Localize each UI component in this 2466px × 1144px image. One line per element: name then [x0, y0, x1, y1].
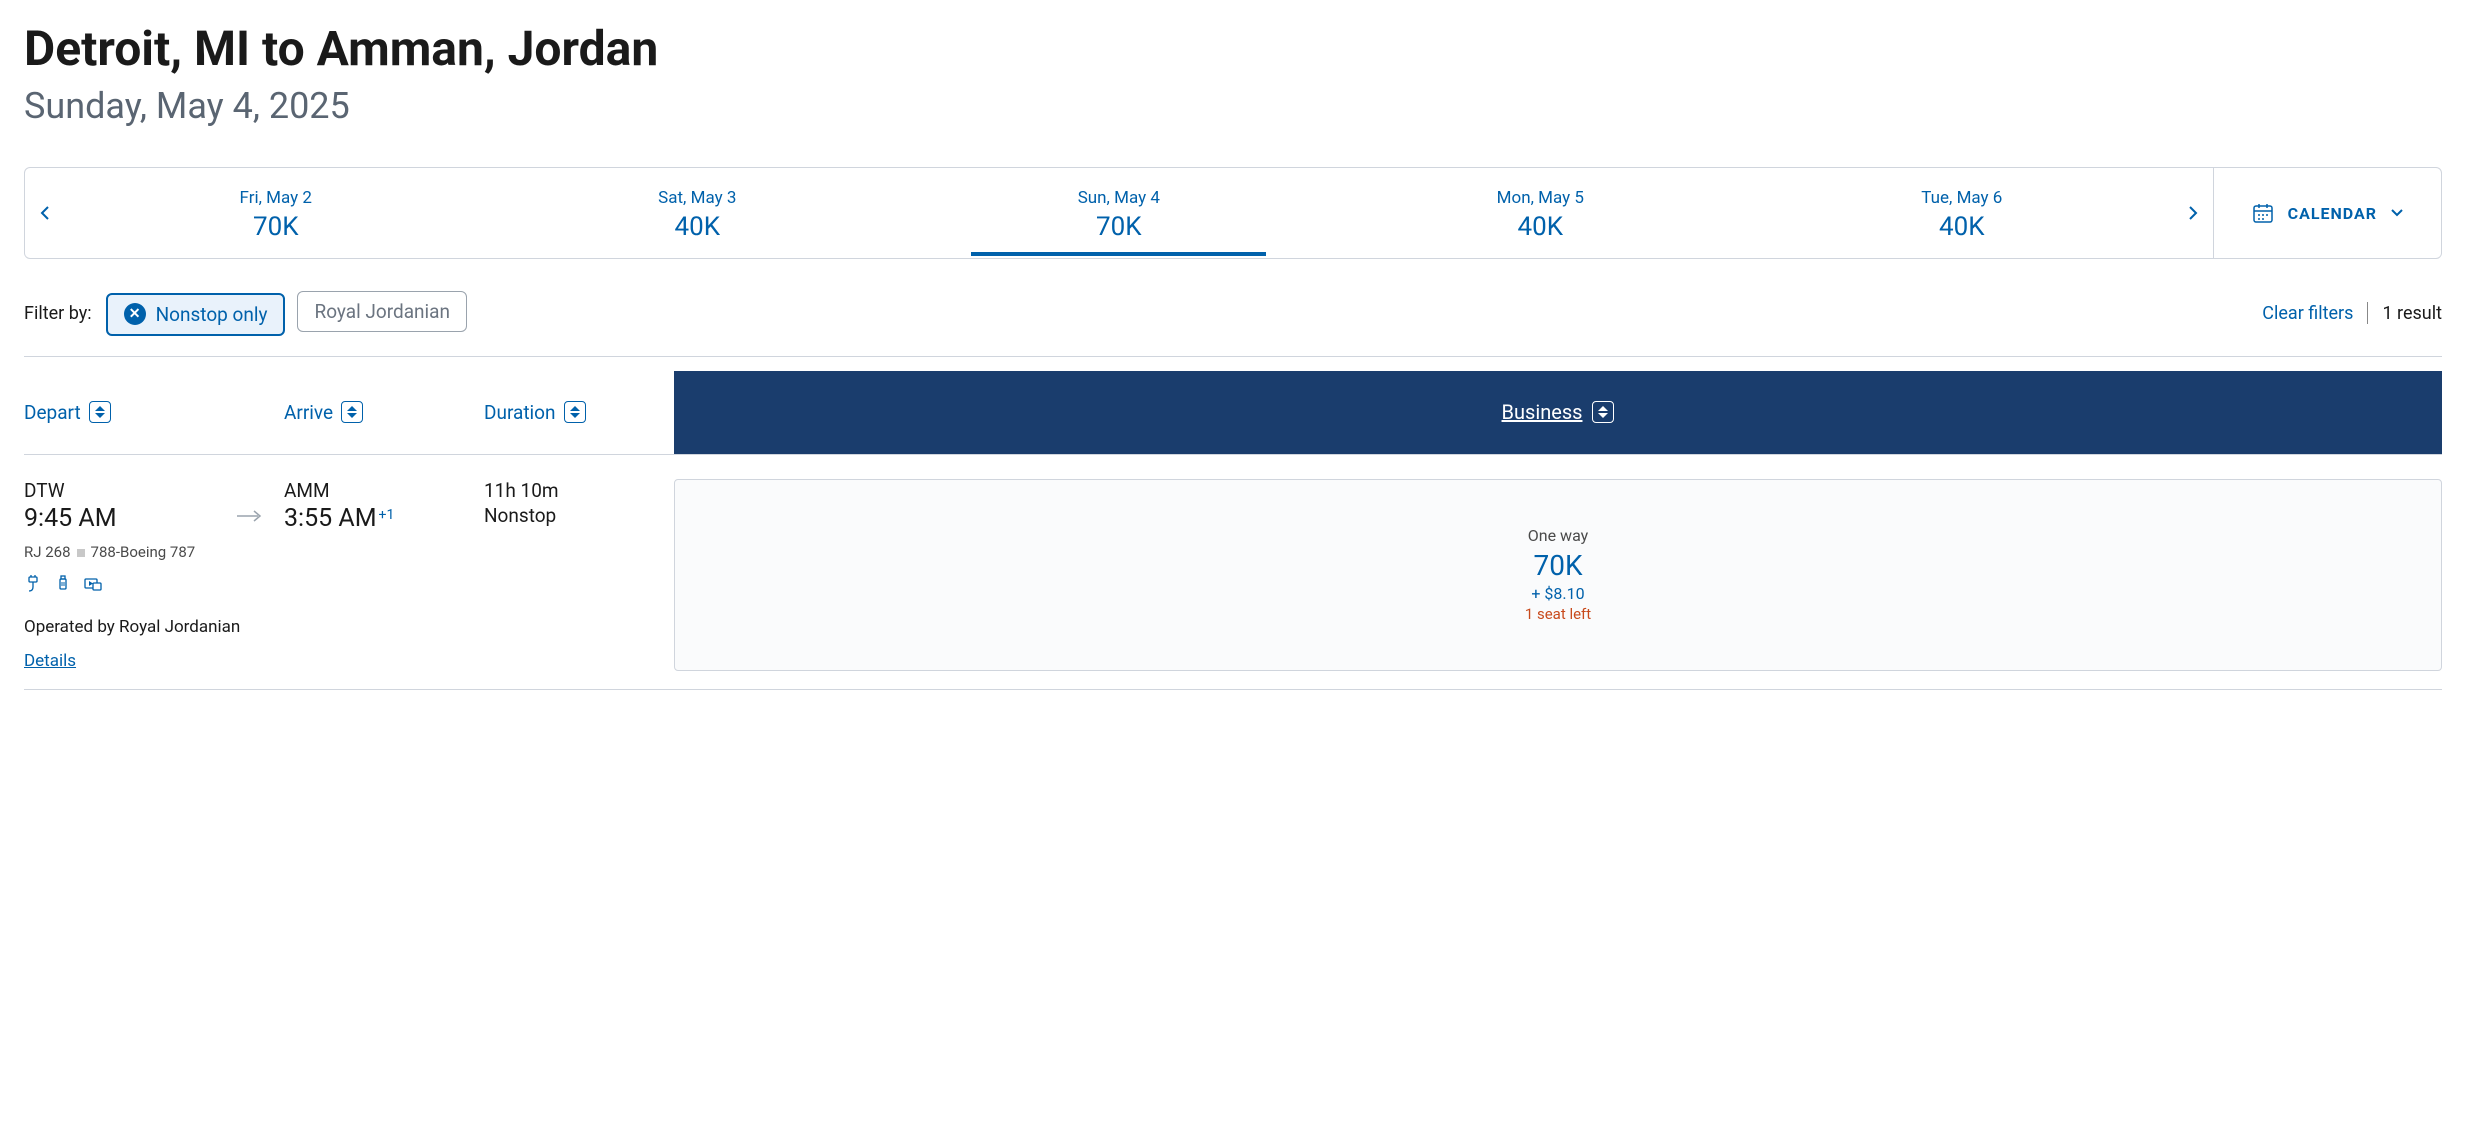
arrive-block: AMM 3:55 AM+1 — [284, 479, 484, 533]
column-label: Business — [1502, 400, 1583, 424]
date-item[interactable]: Tue, May 6 40K — [1751, 170, 2173, 256]
depart-time: 9:45 AM — [24, 504, 117, 533]
arrive-time: 3:55 AM — [284, 504, 377, 533]
entertainment-icon — [84, 575, 102, 597]
arrow-right-icon — [236, 509, 262, 523]
depart-block: DTW 9:45 AM — [24, 479, 214, 533]
filter-label: Filter by: — [24, 303, 92, 324]
flight-arrow — [214, 479, 284, 523]
date-item[interactable]: Fri, May 2 70K — [65, 170, 487, 256]
prev-dates-button[interactable] — [25, 168, 65, 258]
separator-icon — [77, 549, 85, 557]
chevron-right-icon — [2188, 205, 2198, 221]
date-item[interactable]: Sun, May 4 70K — [908, 170, 1330, 256]
plus-day-indicator: +1 — [379, 507, 395, 523]
page-subtitle: Sunday, May 4, 2025 — [24, 85, 2442, 127]
column-label: Arrive — [284, 401, 333, 424]
next-dates-button[interactable] — [2173, 168, 2213, 258]
date-price: 70K — [908, 212, 1330, 242]
depart-airport: DTW — [24, 479, 214, 502]
date-item[interactable]: Mon, May 5 40K — [1330, 170, 1752, 256]
date-label: Sat, May 3 — [487, 188, 909, 208]
filter-row: Filter by: ✕Nonstop onlyRoyal Jordanian … — [24, 291, 2442, 336]
sort-depart[interactable]: Depart — [24, 371, 284, 454]
column-label: Duration — [484, 401, 556, 424]
flight-number: RJ 268 — [24, 543, 71, 561]
sort-icon — [564, 401, 586, 423]
flight-result-row: DTW 9:45 AM AMM 3:55 AM+1 11h 10m Nonsto… — [24, 454, 2442, 671]
usb-icon — [54, 575, 72, 597]
calendar-button[interactable]: CALENDAR — [2213, 168, 2441, 258]
date-price: 40K — [1751, 212, 2173, 242]
operated-by: Operated by Royal Jordanian — [24, 617, 674, 637]
filter-chip[interactable]: Royal Jordanian — [297, 291, 467, 332]
stops-text: Nonstop — [484, 504, 674, 527]
chevron-left-icon — [40, 205, 50, 221]
calendar-label: CALENDAR — [2288, 204, 2377, 223]
calendar-icon — [2252, 202, 2274, 224]
date-label: Mon, May 5 — [1330, 188, 1752, 208]
date-label: Fri, May 2 — [65, 188, 487, 208]
fare-seats-left: 1 seat left — [1525, 605, 1591, 623]
date-label: Tue, May 6 — [1751, 188, 2173, 208]
chip-label: Royal Jordanian — [314, 300, 450, 323]
chip-label: Nonstop only — [156, 303, 268, 326]
date-carousel: Fri, May 270KSat, May 340KSun, May 470KM… — [25, 168, 2213, 258]
sort-business[interactable]: Business — [674, 371, 2442, 454]
close-icon[interactable]: ✕ — [124, 303, 146, 325]
sort-icon — [1592, 401, 1614, 423]
duration-text: 11h 10m — [484, 479, 674, 502]
flight-meta: RJ 268 788-Boeing 787 — [24, 543, 674, 561]
result-count: 1 result — [2382, 303, 2442, 324]
column-label: Depart — [24, 401, 81, 424]
fare-points: 70K — [1533, 549, 1582, 582]
details-link[interactable]: Details — [24, 651, 674, 671]
results-header: Depart Arrive Duration Business — [24, 371, 2442, 454]
sort-icon — [341, 401, 363, 423]
date-strip: Fri, May 270KSat, May 340KSun, May 470KM… — [24, 167, 2442, 259]
sort-duration[interactable]: Duration — [484, 371, 674, 454]
fare-fees: + $8.10 — [1531, 584, 1584, 603]
caret-down-icon — [2391, 209, 2403, 217]
date-price: 40K — [487, 212, 909, 242]
sort-icon — [89, 401, 111, 423]
power-icon — [24, 575, 42, 597]
flight-info: DTW 9:45 AM AMM 3:55 AM+1 11h 10m Nonsto… — [24, 479, 674, 671]
fare-box-business[interactable]: One way 70K + $8.10 1 seat left — [674, 479, 2442, 671]
filter-chip[interactable]: ✕ Nonstop only — [106, 293, 286, 336]
date-item[interactable]: Sat, May 3 40K — [487, 170, 909, 256]
clear-filters-link[interactable]: Clear filters — [2262, 303, 2353, 324]
sort-arrive[interactable]: Arrive — [284, 371, 484, 454]
duration-block: 11h 10m Nonstop — [484, 479, 674, 527]
arrive-airport: AMM — [284, 479, 484, 502]
divider — [24, 356, 2442, 357]
date-price: 70K — [65, 212, 487, 242]
page-title: Detroit, MI to Amman, Jordan — [24, 20, 2442, 77]
divider — [2367, 302, 2368, 324]
divider — [24, 689, 2442, 690]
date-price: 40K — [1330, 212, 1752, 242]
fare-label: One way — [1528, 526, 1588, 545]
aircraft-type: 788-Boeing 787 — [91, 543, 196, 561]
amenity-row — [24, 575, 674, 597]
date-label: Sun, May 4 — [908, 188, 1330, 208]
